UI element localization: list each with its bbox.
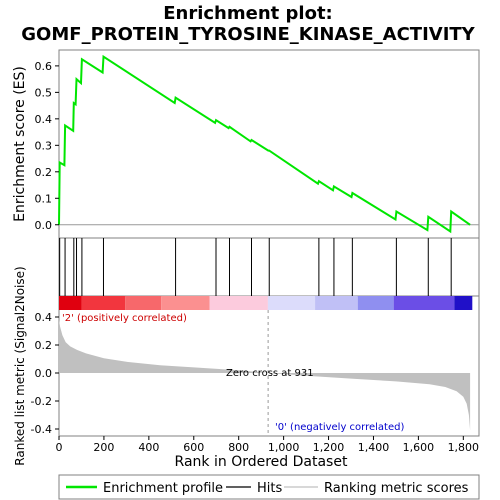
es-y-tick-label: 0.0 [35,219,53,232]
es-y-tick-label: 0.5 [35,86,53,99]
es-curve [58,54,471,234]
x-axis-label: Rank in Ordered Dataset [175,454,348,470]
metric-y-tick-label: -0.4 [31,423,52,436]
metric-y-tick-label: 0.2 [35,339,53,352]
colorbar-segment [125,296,162,310]
colorbar-segment [357,296,394,310]
x-tick-label: 800 [228,441,249,454]
negative-correlation-label: '0' (negatively correlated) [275,422,404,433]
colorbar-segment [393,296,455,310]
x-tick-label: 600 [183,441,204,454]
x-tick-label: 1,800 [448,441,480,454]
es-y-tick-label: 0.4 [35,113,53,126]
legend-box [58,474,480,500]
colorbar-segment [59,296,82,310]
legend-label: Ranking metric scores [324,481,469,496]
x-tick-label: 1,400 [358,441,390,454]
x-tick-label: 0 [56,441,63,454]
metric-y-tick-label: 0.0 [35,367,53,380]
colorbar-segment [81,296,126,310]
es-y-axis-label: Enrichment score (ES) [12,66,28,222]
es-y-tick-label: 0.6 [35,60,53,73]
legend-label: Enrichment profile [103,481,223,496]
metric-y-axis-label: Ranked list metric (Signal2Noise) [13,266,27,465]
x-tick-label: 1,600 [403,441,435,454]
x-tick-label: 400 [138,441,159,454]
zero-cross-label: Zero cross at 931 [226,368,314,379]
es-y-tick-label: 0.2 [35,166,53,179]
x-tick-label: 1,200 [313,441,345,454]
chart-subtitle: GOMF_PROTEIN_TYROSINE_KINASE_ACTIVITY [21,24,475,45]
metric-area [59,319,471,431]
chart-title: Enrichment plot: [163,3,333,24]
legend-label: Hits [257,481,282,496]
metric-y-tick-label: 0.4 [35,311,53,324]
metric-y-tick-label: -0.2 [31,395,52,408]
colorbar-segment [315,296,358,310]
x-tick-label: 200 [93,441,114,454]
colorbar-segment [209,296,268,310]
x-tick-label: 1,000 [268,441,300,454]
colorbar-segment [267,296,316,310]
es-y-tick-label: 0.3 [35,139,53,152]
positive-correlation-label: '2' (positively correlated) [62,313,187,324]
es-y-tick-label: 0.1 [35,192,53,205]
colorbar-segment [454,296,473,310]
es-panel-frame [58,49,480,239]
colorbar-segment [161,296,210,310]
